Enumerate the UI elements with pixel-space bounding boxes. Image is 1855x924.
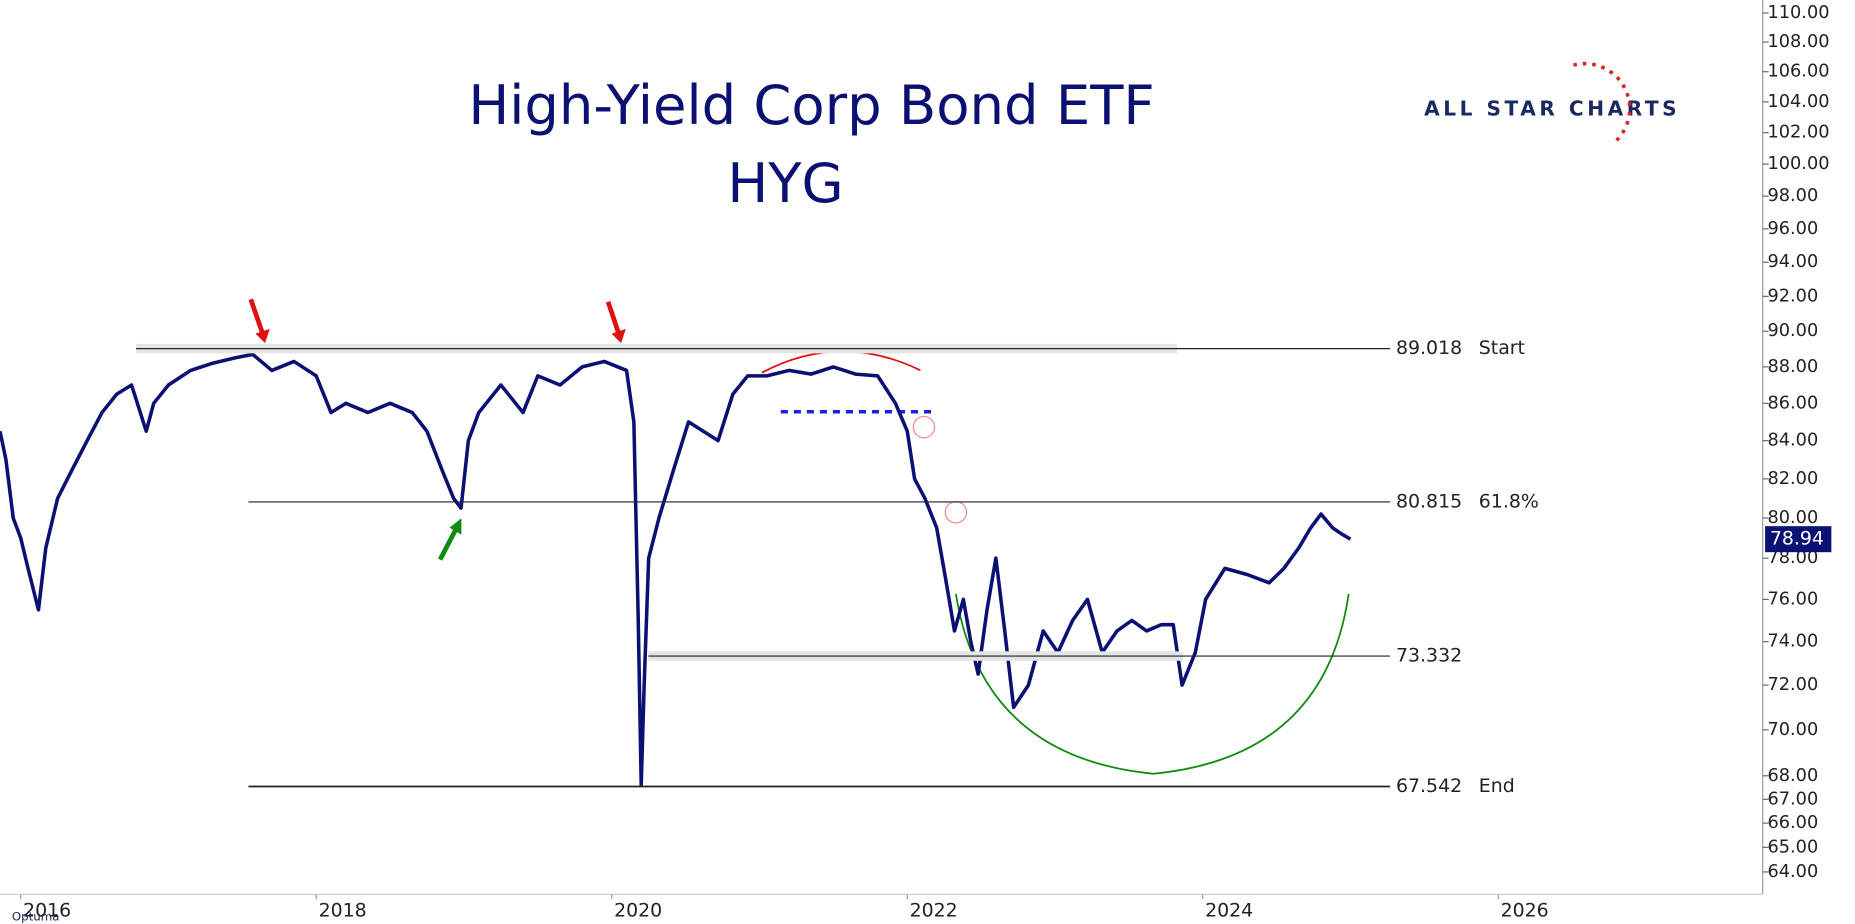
- y-tick-label: 66.00: [1767, 813, 1818, 833]
- chart-title: High-Yield Corp Bond ETF: [468, 73, 1154, 137]
- level-label: 61.8%: [1479, 490, 1539, 512]
- y-tick-label: 94.00: [1767, 252, 1818, 272]
- y-tick-label: 82.00: [1767, 469, 1818, 489]
- y-tick-label: 80.00: [1767, 508, 1818, 528]
- x-tick-label: 2018: [319, 899, 367, 921]
- last-price-box: [1765, 526, 1832, 553]
- y-tick-label: 100.00: [1767, 154, 1829, 174]
- red-arrow-head: [255, 328, 270, 344]
- y-tick-label: 86.00: [1767, 393, 1818, 413]
- y-tick-label: 68.00: [1767, 766, 1818, 786]
- y-tick-label: 90.00: [1767, 321, 1818, 341]
- level-value: 73.332: [1396, 645, 1462, 667]
- platform-label: Optuma: [12, 909, 60, 923]
- y-tick-label: 98.00: [1767, 186, 1818, 206]
- y-tick-label: 102.00: [1767, 123, 1829, 143]
- red-arrow: [248, 298, 265, 335]
- y-tick-label: 104.00: [1767, 92, 1829, 112]
- y-tick-label: 106.00: [1767, 62, 1829, 82]
- y-tick-label: 78.00: [1767, 548, 1818, 568]
- brand-logo: ALL STAR CHARTS: [1424, 97, 1680, 121]
- y-tick-label: 65.00: [1767, 837, 1818, 857]
- y-tick-label: 64.00: [1767, 862, 1818, 882]
- y-tick-label: 92.00: [1767, 286, 1818, 306]
- x-tick-label: 2016: [23, 899, 71, 921]
- level-value: 67.542: [1396, 775, 1462, 797]
- last-price-label: 78.94: [1770, 528, 1824, 550]
- base-arc: [955, 593, 1350, 775]
- x-tick-label: 2020: [614, 899, 662, 921]
- red-arrow: [605, 300, 621, 335]
- y-tick-label: 84.00: [1767, 431, 1818, 451]
- y-tick-label: 88.00: [1767, 357, 1818, 377]
- y-tick-label: 110.00: [1767, 3, 1829, 23]
- price-line: [0, 352, 1352, 787]
- y-tick-label: 70.00: [1767, 720, 1818, 740]
- chart-subtitle: HYG: [727, 151, 843, 215]
- y-tick-label: 108.00: [1767, 32, 1829, 52]
- level-value: 89.018: [1396, 337, 1462, 359]
- red-arrow-head: [611, 328, 626, 344]
- x-tick-label: 2026: [1501, 899, 1549, 921]
- y-tick-label: 96.00: [1767, 219, 1818, 239]
- y-tick-label: 67.00: [1767, 789, 1818, 809]
- plot: [0, 352, 1352, 787]
- y-tick-label: 74.00: [1767, 632, 1818, 652]
- logo-stars: [1572, 61, 1632, 144]
- y-tick-label: 76.00: [1767, 589, 1818, 609]
- x-tick-label: 2022: [910, 899, 958, 921]
- green-arrow-head: [449, 518, 462, 535]
- green-arrow: [437, 528, 458, 561]
- level-label: End: [1479, 775, 1515, 797]
- level-value: 80.815: [1396, 490, 1462, 512]
- x-tick-label: 2024: [1205, 899, 1253, 921]
- circle-marker: [912, 415, 936, 439]
- y-tick-label: 72.00: [1767, 675, 1818, 695]
- level-label: Start: [1479, 337, 1525, 359]
